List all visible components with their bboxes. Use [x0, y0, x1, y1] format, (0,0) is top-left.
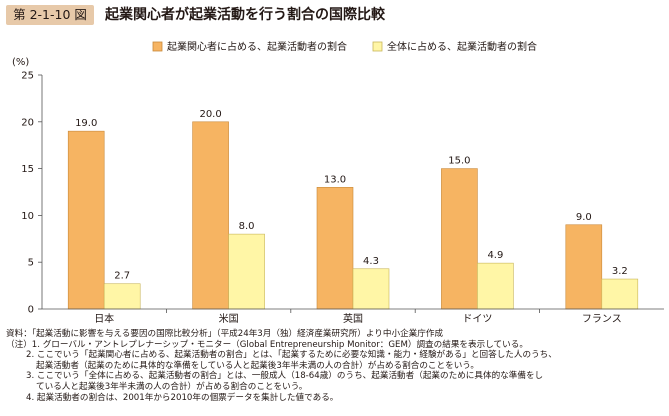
x-tick-label: 英国 [343, 312, 363, 325]
bars: 19.0 2.7 20.0 8.0 13.0 4.3 15.0 4.9 9.0 3.2 [67, 109, 639, 310]
note-2-cont: 起業活動者（起業のために具体的な準備をしている人と起業後3年半未満の人の合計）が… [36, 360, 479, 371]
note-3: 3. ここでいう「全体に占める、起業活動者の割合」とは、一般成人（18-64歳）… [26, 371, 544, 382]
bar-series1 [67, 130, 105, 310]
x-tick-label: 日本 [94, 312, 114, 325]
note-1: （注）1. グローバル・アントレプレナーシップ・モニター（Global Entr… [6, 339, 528, 350]
bar-chart: 起業関心者に占める、起業活動者の割合 全体に占める、起業活動者の割合 (%) 0… [12, 40, 664, 325]
bar-series2 [601, 278, 639, 310]
legend-label-series1: 起業関心者に占める、起業活動者の割合 [167, 40, 347, 53]
bar-series1 [192, 121, 229, 310]
y-axis-unit: (%) [12, 57, 29, 68]
data-label-series2: 8.0 [239, 221, 255, 232]
data-label-series1: 19.0 [75, 118, 97, 129]
bar-series2 [352, 268, 390, 310]
bar-series2 [477, 262, 514, 310]
bar-series2 [103, 283, 141, 310]
data-label-series1: 13.0 [324, 174, 346, 185]
data-label-series2: 4.9 [487, 250, 503, 261]
bar-series1 [441, 168, 478, 310]
y-tick-label: 25 [21, 71, 34, 82]
bar-series1 [316, 187, 354, 310]
source-note: 資料：「起業活動に影響を与える要因の国際比較分析」（平成24年3月（独）経済産業… [6, 329, 444, 339]
x-tick-label: ドイツ [462, 314, 492, 325]
legend-swatch-series2 [372, 41, 383, 52]
bar-series2 [228, 233, 265, 310]
notes: 資料：「起業活動に影響を与える要因の国際比較分析」（平成24年3月（独）経済産業… [6, 329, 668, 403]
data-label-series1: 9.0 [576, 212, 592, 223]
legend-label-series2: 全体に占める、起業活動者の割合 [387, 40, 537, 53]
x-axis: 日本 米国 英国 ドイツ フランス [42, 308, 664, 325]
y-axis: 0 5 10 15 20 25 [21, 71, 43, 316]
legend-swatch-series1 [152, 41, 163, 52]
data-label-series1: 20.0 [199, 109, 221, 120]
y-tick-label: 15 [21, 164, 34, 175]
note-4: 4. 起業活動者の割合は、2001年から2010年の個票データを集計した値である… [26, 392, 339, 403]
x-tick-label: フランス [582, 313, 622, 325]
note-3-cont: ている人と起業後3年半未満の人の合計）が占める割合のことをいう。 [36, 381, 308, 392]
figure-title: 起業関心者が起業活動を行う割合の国際比較 [105, 7, 385, 23]
figure-number-badge: 第 2-1-10 図 [6, 5, 94, 25]
data-label-series2: 4.3 [363, 256, 379, 267]
data-label-series2: 3.2 [612, 266, 628, 277]
bar-series1 [565, 224, 603, 310]
data-label-series2: 2.7 [114, 271, 130, 282]
y-tick-label: 20 [21, 117, 34, 128]
y-tick-label: 5 [28, 258, 34, 269]
x-tick-label: 米国 [219, 312, 239, 325]
note-2: 2. ここでいう「起業関心者に占める、起業活動者の割合」とは、「起業するために必… [26, 350, 557, 361]
legend: 起業関心者に占める、起業活動者の割合 全体に占める、起業活動者の割合 [152, 40, 537, 53]
data-label-series1: 15.0 [448, 156, 470, 167]
y-tick-label: 0 [28, 305, 34, 316]
y-tick-label: 10 [21, 211, 34, 222]
